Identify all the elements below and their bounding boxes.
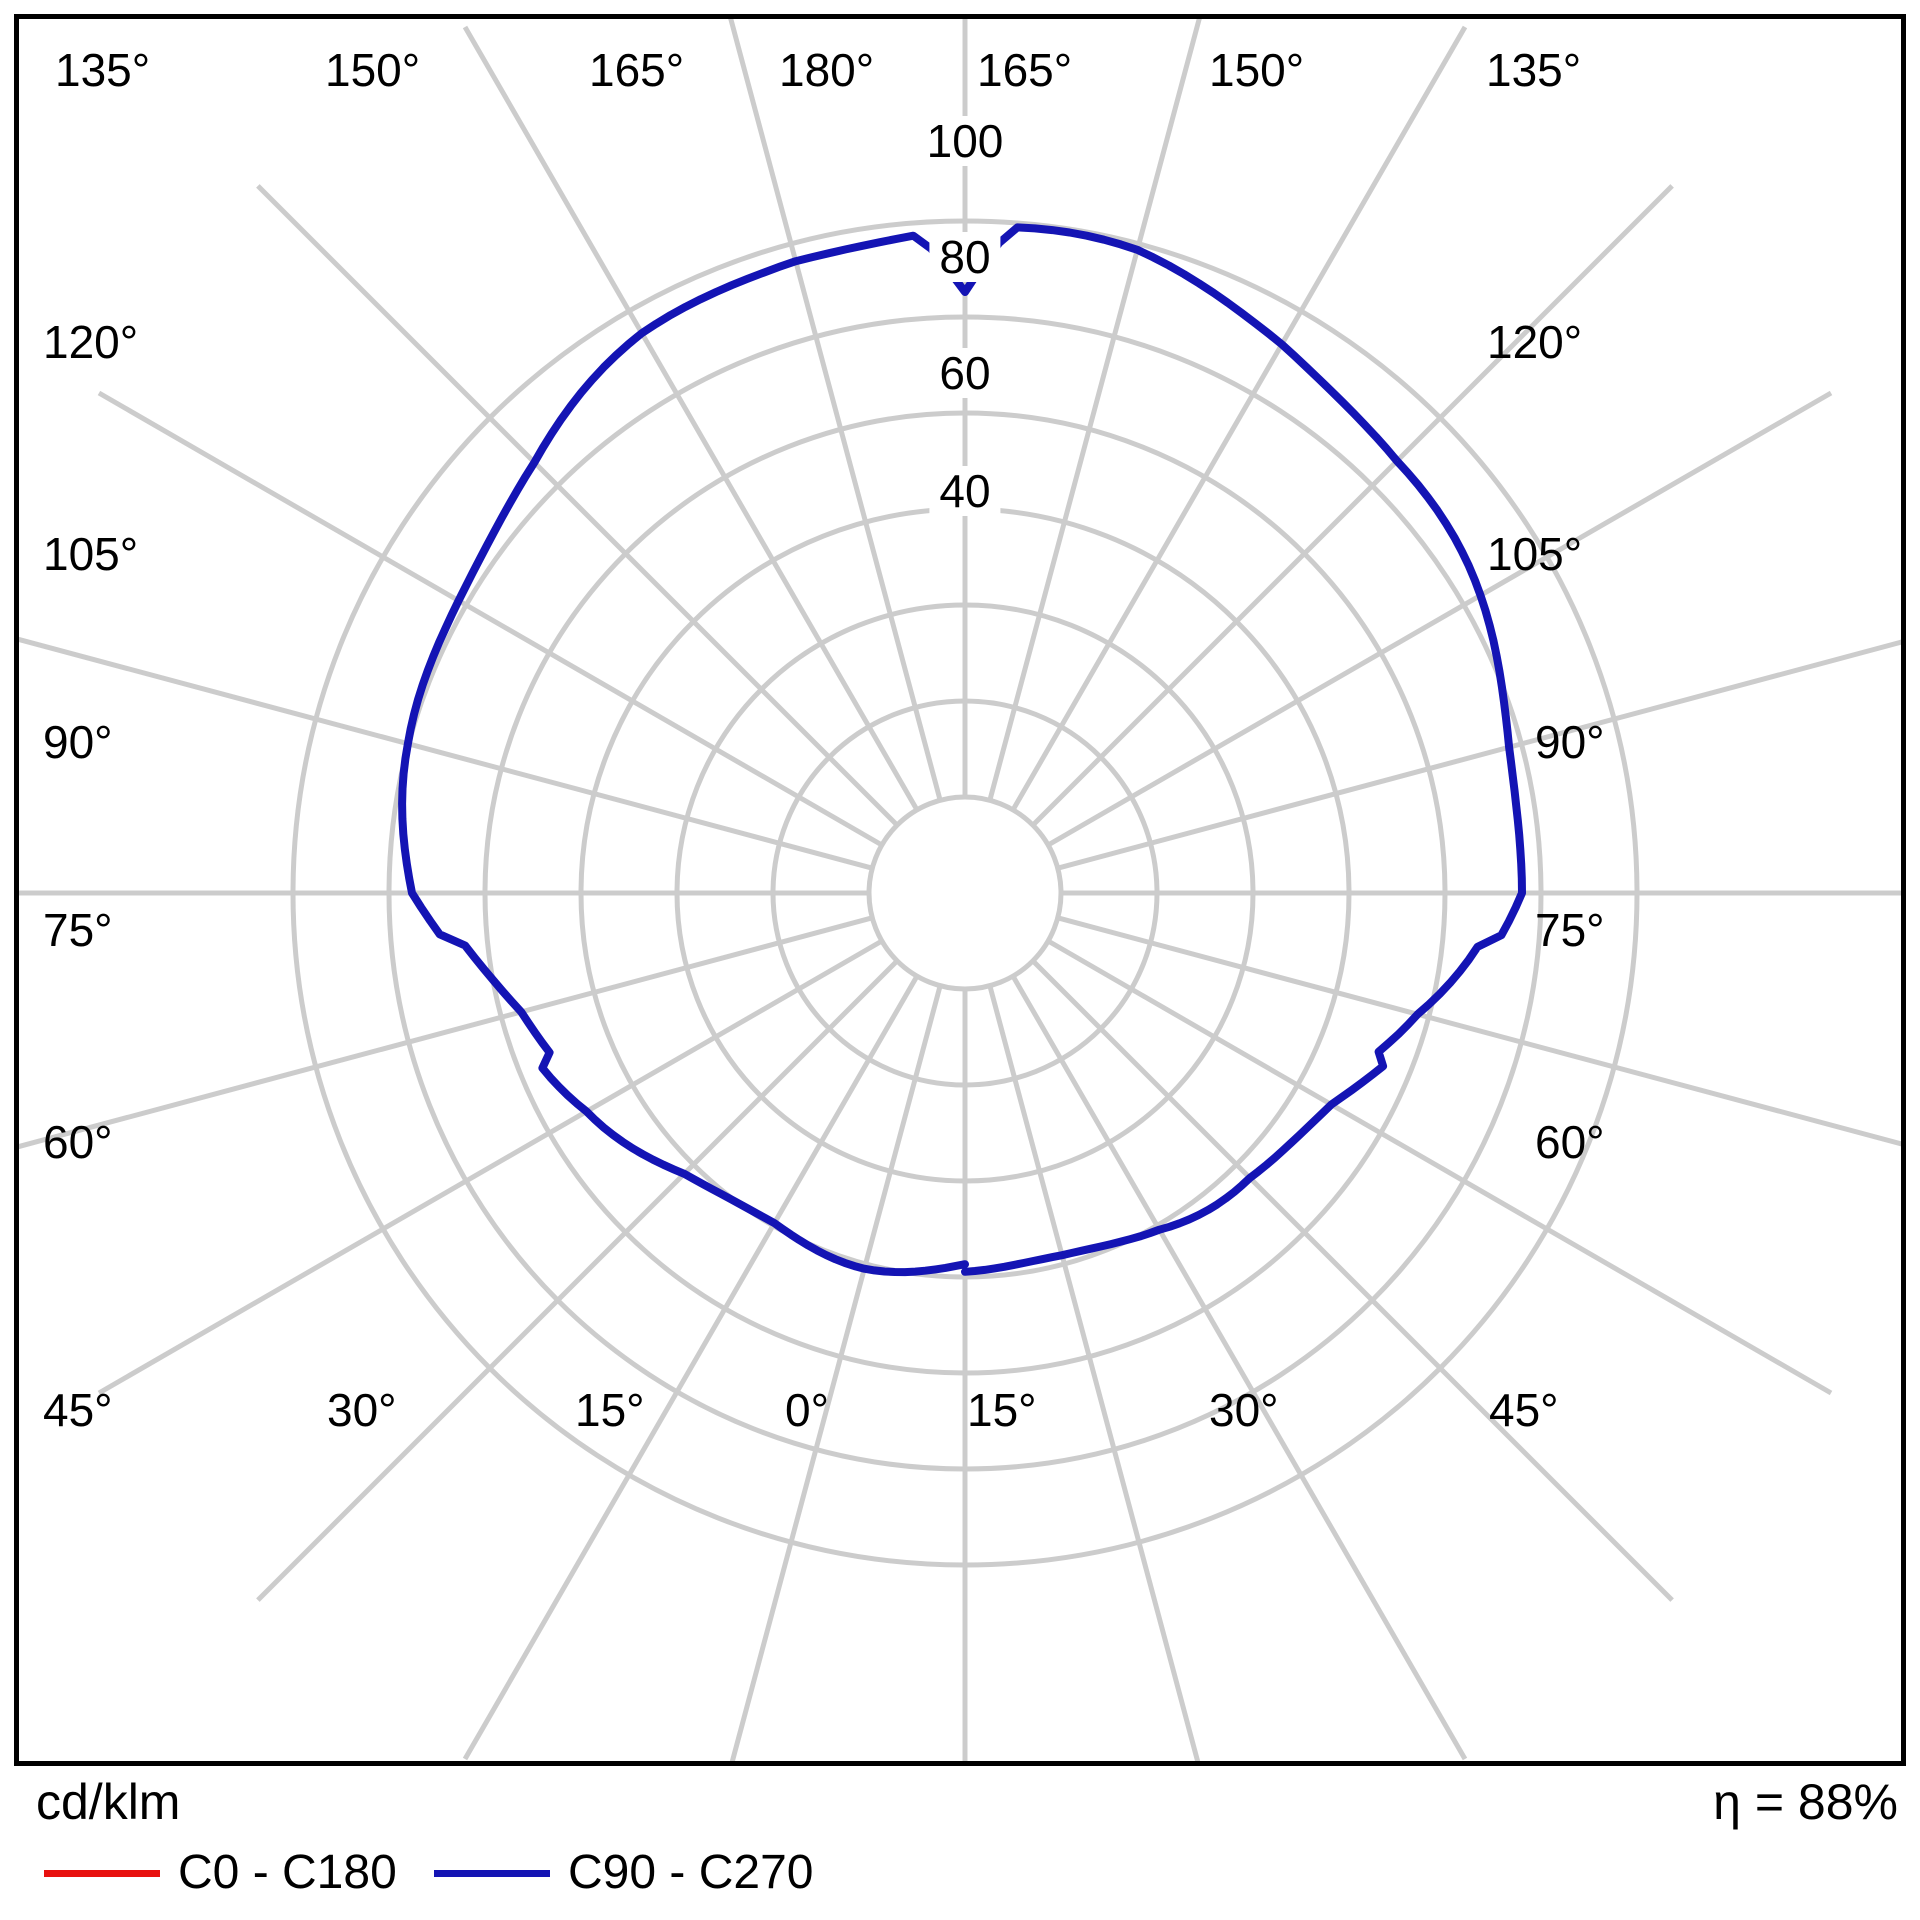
legend-label-c0-c180: C0 - C180 <box>178 1846 397 1899</box>
distribution-curves <box>398 223 1526 1277</box>
units-label: cd/klm <box>36 1774 181 1830</box>
polar-diagram-frame: 135° 150° 165° 180° 165° 150° 135° 120° 120° 105°… <box>14 14 1906 1766</box>
radial-tick-label: 40 <box>929 466 1001 516</box>
angle-tick-label: 150° <box>325 44 421 96</box>
angle-tick-label: 60° <box>1535 1116 1605 1168</box>
legend-entry-c0-c180[interactable]: C0 - C180 <box>44 1849 397 1897</box>
angle-tick-label: 120° <box>43 316 139 368</box>
angle-tick-label: 90° <box>1535 716 1605 768</box>
angle-tick-label: 180° <box>779 44 875 96</box>
legend-label-c90-c270: C90 - C270 <box>568 1846 814 1899</box>
angle-tick-label: 0° <box>785 1384 829 1436</box>
angle-tick-label: 105° <box>43 528 139 580</box>
angle-tick-label: 30° <box>327 1384 397 1436</box>
legend-swatch-c0-c180 <box>44 1869 160 1877</box>
angle-tick-label: 30° <box>1209 1384 1279 1436</box>
angle-tick-label: 15° <box>575 1384 645 1436</box>
angle-tick-label: 45° <box>1489 1384 1559 1436</box>
polar-grid-and-curves <box>19 19 1901 1761</box>
angle-tick-label: 75° <box>43 904 113 956</box>
angle-tick-label: 60° <box>43 1116 113 1168</box>
efficiency-label: η = 88% <box>1713 1774 1898 1830</box>
angle-tick-label: 135° <box>1486 44 1582 96</box>
radial-tick-label: 100 <box>916 116 1014 166</box>
angle-tick-label: 135° <box>55 44 151 96</box>
legend-entry-c90-c270[interactable]: C90 - C270 <box>434 1849 813 1897</box>
radial-tick-label: 80 <box>929 232 1001 282</box>
legend-area: cd/klm η = 88% C0 - C180 C90 - C270 <box>14 1775 1906 1915</box>
angle-tick-label: 150° <box>1209 44 1305 96</box>
angle-tick-label: 15° <box>967 1384 1037 1436</box>
angle-tick-label: 90° <box>43 716 113 768</box>
angle-tick-label: 45° <box>43 1384 113 1436</box>
angle-tick-label: 105° <box>1487 528 1583 580</box>
legend-swatch-c90-c270 <box>434 1869 550 1877</box>
angle-tick-label: 120° <box>1487 316 1583 368</box>
angle-tick-label: 165° <box>589 44 685 96</box>
radial-tick-label: 60 <box>929 348 1001 398</box>
angle-tick-label: 75° <box>1535 904 1605 956</box>
angle-tick-label: 165° <box>977 44 1073 96</box>
polar-grid <box>19 19 1901 1761</box>
